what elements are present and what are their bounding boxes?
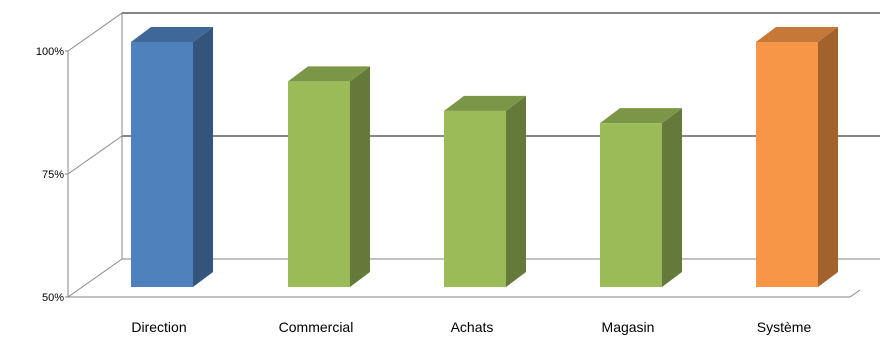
- bar-commercial: [288, 66, 370, 287]
- bar-top: [756, 27, 838, 42]
- bar-front: [288, 81, 350, 287]
- bars: [131, 27, 838, 288]
- floor-right-edge: [849, 289, 861, 298]
- x-category-label: Achats: [451, 319, 494, 335]
- gridline-side: [67, 12, 123, 52]
- gridline-side: [67, 258, 123, 298]
- gridline-side: [67, 135, 123, 175]
- bar-side: [193, 27, 213, 287]
- bar-front: [131, 42, 193, 287]
- bar-top: [288, 66, 370, 82]
- bar-achats: [444, 95, 526, 287]
- x-category-label: Magasin: [602, 319, 655, 335]
- bar-système: [756, 27, 838, 287]
- bar-top: [600, 108, 682, 124]
- bar-side: [350, 66, 370, 287]
- x-category-label: Système: [757, 319, 812, 335]
- y-tick-label: 50%: [42, 292, 64, 304]
- bar-side: [506, 95, 526, 287]
- bar-top: [444, 95, 526, 111]
- bar-direction: [131, 27, 213, 287]
- bar-front: [444, 110, 506, 287]
- bar-front: [600, 123, 662, 288]
- y-axis: 50% 75% 100%: [36, 46, 69, 304]
- category-labels: Direction Commercial Achats Magasin Système: [131, 319, 811, 335]
- bar-top: [131, 27, 213, 42]
- bar-magasin: [600, 108, 682, 288]
- bar-side: [818, 27, 838, 287]
- x-category-label: Commercial: [279, 319, 354, 335]
- bar-front: [756, 42, 818, 287]
- y-tick-label: 100%: [36, 46, 64, 58]
- x-category-label: Direction: [131, 319, 186, 335]
- bar-side: [662, 108, 682, 288]
- y-tick-label: 75%: [42, 169, 64, 181]
